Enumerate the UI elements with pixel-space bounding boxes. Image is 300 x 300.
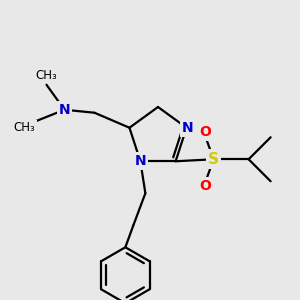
Text: N: N	[59, 103, 70, 117]
Text: N: N	[182, 121, 193, 135]
Text: N: N	[135, 154, 146, 168]
Text: S: S	[208, 152, 219, 167]
Text: O: O	[200, 179, 212, 193]
Text: CH₃: CH₃	[14, 121, 35, 134]
Text: O: O	[200, 125, 212, 139]
Text: CH₃: CH₃	[36, 69, 57, 82]
